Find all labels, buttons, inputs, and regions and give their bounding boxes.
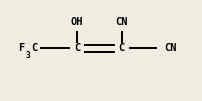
Text: CN: CN [115, 17, 127, 27]
Text: CN: CN [163, 43, 176, 54]
Text: C: C [31, 43, 37, 54]
Text: OH: OH [70, 17, 83, 27]
Text: 3: 3 [25, 51, 30, 60]
Text: C: C [118, 43, 124, 54]
Text: C: C [74, 43, 80, 54]
Text: F: F [18, 43, 24, 54]
